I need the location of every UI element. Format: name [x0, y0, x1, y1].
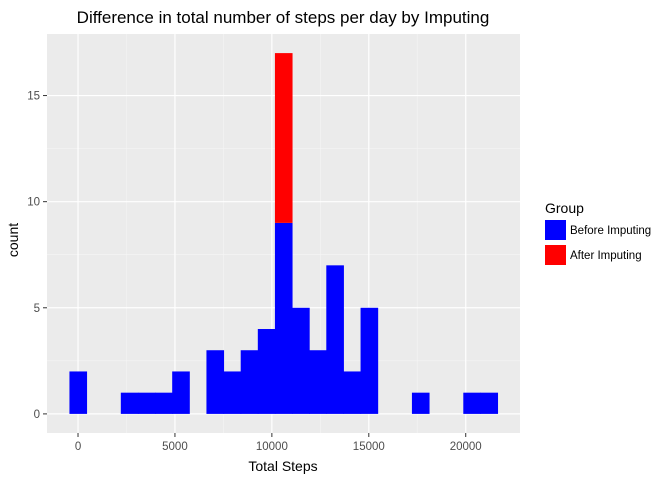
y-axis-title: count [5, 223, 21, 257]
legend-swatch-before [545, 220, 566, 240]
bar-before-imputing [480, 392, 499, 414]
x-axis-title: Total Steps [248, 458, 317, 474]
bar-before-imputing [309, 350, 327, 414]
x-tick-label: 10000 [256, 441, 288, 453]
legend-label-after: After Imputing [570, 250, 642, 262]
bar-before-imputing [360, 307, 379, 414]
bar-before-imputing [137, 392, 156, 414]
bar-before-imputing [240, 350, 259, 414]
bar-before-imputing [155, 392, 173, 414]
bar-before-imputing [411, 392, 430, 414]
x-axis-ticks: 0 5000 10000 15000 20000 [75, 433, 482, 453]
y-axis-ticks: 0 5 10 15 [27, 91, 47, 421]
y-tick-label: 5 [34, 303, 40, 315]
bars [69, 53, 499, 414]
chart-title: Difference in total number of steps per … [77, 8, 490, 27]
bar-before-imputing [206, 350, 225, 414]
legend-title: Group [545, 200, 584, 216]
bar-before-imputing [223, 371, 242, 414]
bar-before-imputing [326, 265, 344, 414]
bar-after-imputing [274, 53, 293, 223]
y-tick-label: 15 [27, 91, 40, 103]
bar-before-imputing [343, 371, 362, 414]
x-tick-label: 5000 [162, 441, 188, 453]
bar-before-imputing [292, 307, 310, 414]
legend-swatch-after [545, 245, 566, 265]
legend: Group Before Imputing After Imputing [545, 200, 651, 265]
x-tick-label: 20000 [450, 441, 482, 453]
bar-before-imputing [69, 371, 88, 414]
bar-before-imputing [274, 222, 293, 414]
x-tick-label: 15000 [353, 441, 385, 453]
bar-before-imputing [463, 392, 481, 414]
x-tick-label: 0 [75, 441, 81, 453]
bar-before-imputing [257, 329, 276, 414]
y-tick-label: 10 [27, 197, 40, 209]
bar-before-imputing [172, 371, 190, 414]
bar-before-imputing [120, 392, 139, 414]
legend-label-before: Before Imputing [570, 225, 651, 237]
y-tick-label: 0 [34, 409, 40, 421]
